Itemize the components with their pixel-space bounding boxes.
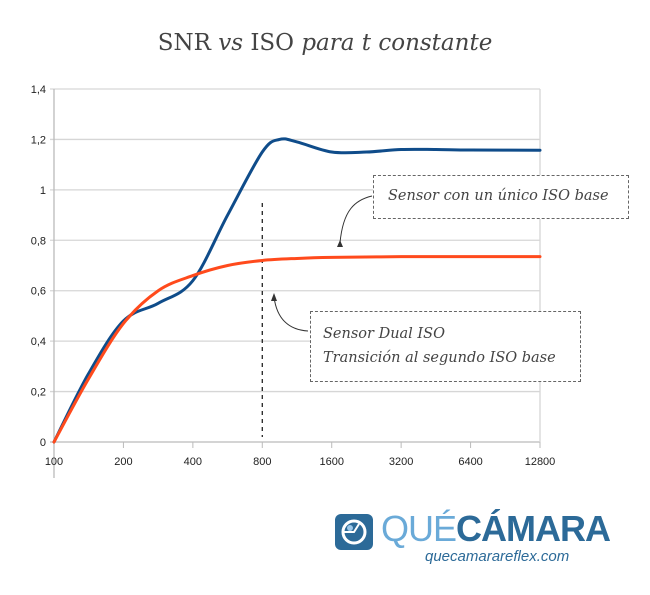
arrow-dual-iso: [273, 296, 309, 332]
chart-title: SNR vs ISO para t constante: [157, 30, 493, 56]
arrowhead-icon: [337, 240, 343, 247]
y-tick-label: 0,6: [31, 286, 46, 298]
y-tick-label: 0,4: [31, 336, 46, 348]
y-tick-label: 0,8: [31, 235, 46, 247]
x-tick-label: 3200: [389, 456, 413, 468]
x-tick-label: 12800: [525, 456, 556, 468]
quecamara-logo: QUÉCÁMARA quecamarareflex.com: [335, 508, 611, 570]
annotation-dual-iso: Sensor Dual ISO Transición al segundo IS…: [310, 311, 581, 382]
arrow-single-iso: [339, 195, 373, 244]
arrowhead-icon: [271, 293, 277, 301]
annotation-single-iso: Sensor con un único ISO base: [373, 175, 629, 219]
y-tick-label: 0: [40, 437, 46, 449]
x-tick-label: 800: [253, 456, 271, 468]
y-tick-label: 1: [40, 185, 46, 197]
logo-url: quecamarareflex.com: [425, 548, 570, 565]
y-tick-label: 1,4: [31, 84, 46, 96]
series-single-iso-line: [52, 255, 542, 444]
x-tick-label: 6400: [458, 456, 482, 468]
y-tick-label: 1,2: [31, 134, 46, 146]
aperture-icon: [335, 514, 373, 550]
x-tick-label: 100: [45, 456, 63, 468]
x-tick-label: 1600: [319, 456, 343, 468]
x-tick-label: 200: [114, 456, 132, 468]
y-tick-label: 0,2: [31, 387, 46, 399]
x-tick-label: 400: [184, 456, 202, 468]
